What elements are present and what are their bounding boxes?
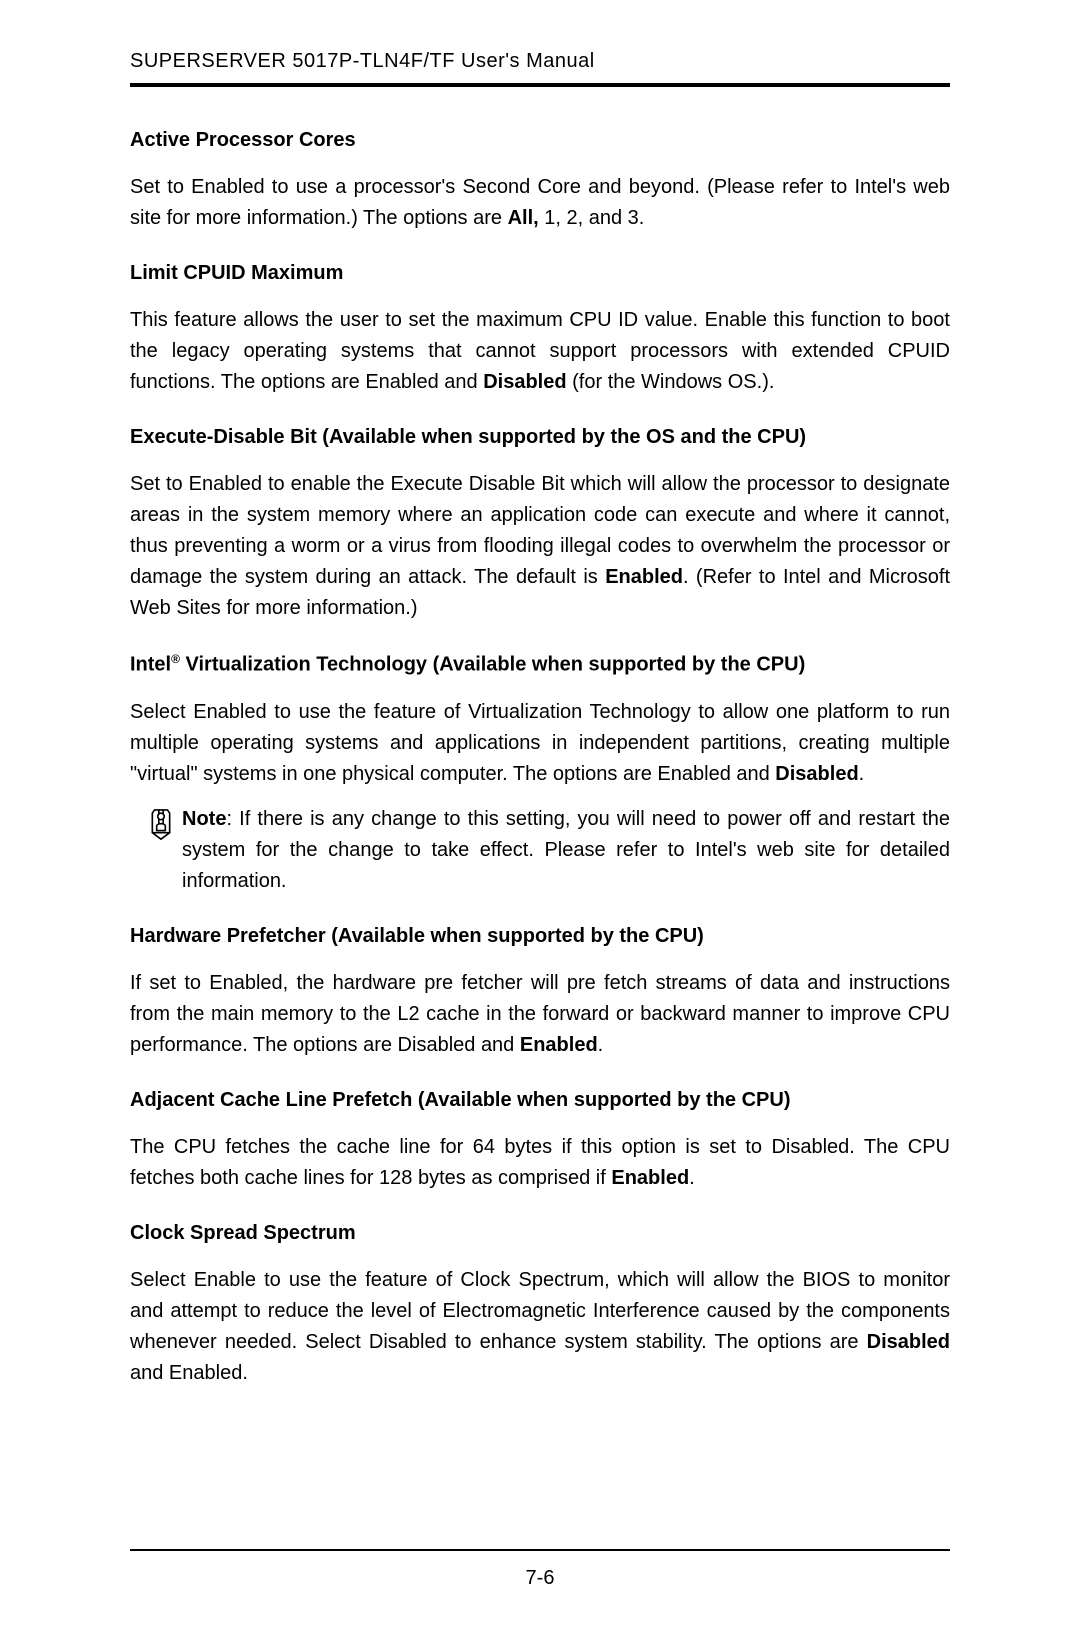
section-heading: Limit CPUID Maximum [130, 262, 950, 285]
content-body: Active Processor Cores Set to Enabled to … [130, 129, 950, 1389]
section-body: Set to Enabled to use a processor's Seco… [130, 172, 950, 234]
section-body: Select Enable to use the feature of Cloc… [130, 1265, 950, 1389]
section-heading: Execute-Disable Bit (Available when supp… [130, 426, 950, 449]
section-body: If set to Enabled, the hardware pre fetc… [130, 968, 950, 1061]
section-body: Set to Enabled to enable the Execute Dis… [130, 469, 950, 624]
section-body: Select Enabled to use the feature of Vir… [130, 697, 950, 790]
note-text: Note: If there is any change to this set… [182, 804, 950, 897]
pencil-hand-icon [130, 804, 182, 847]
manual-page: SUPERSERVER 5017P-TLN4F/TF User's Manual… [0, 0, 1080, 1650]
section-heading: Clock Spread Spectrum [130, 1222, 950, 1245]
page-header: SUPERSERVER 5017P-TLN4F/TF User's Manual [130, 50, 950, 87]
section-body: This feature allows the user to set the … [130, 305, 950, 398]
section-body: The CPU fetches the cache line for 64 by… [130, 1132, 950, 1194]
page-number: 7-6 [526, 1567, 555, 1589]
note-block: Note: If there is any change to this set… [130, 804, 950, 897]
page-footer: 7-6 [130, 1549, 950, 1590]
section-heading: Adjacent Cache Line Prefetch (Available … [130, 1089, 950, 1112]
section-heading: Intel® Virtualization Technology (Availa… [130, 652, 950, 677]
section-heading: Hardware Prefetcher (Available when supp… [130, 925, 950, 948]
section-heading: Active Processor Cores [130, 129, 950, 152]
